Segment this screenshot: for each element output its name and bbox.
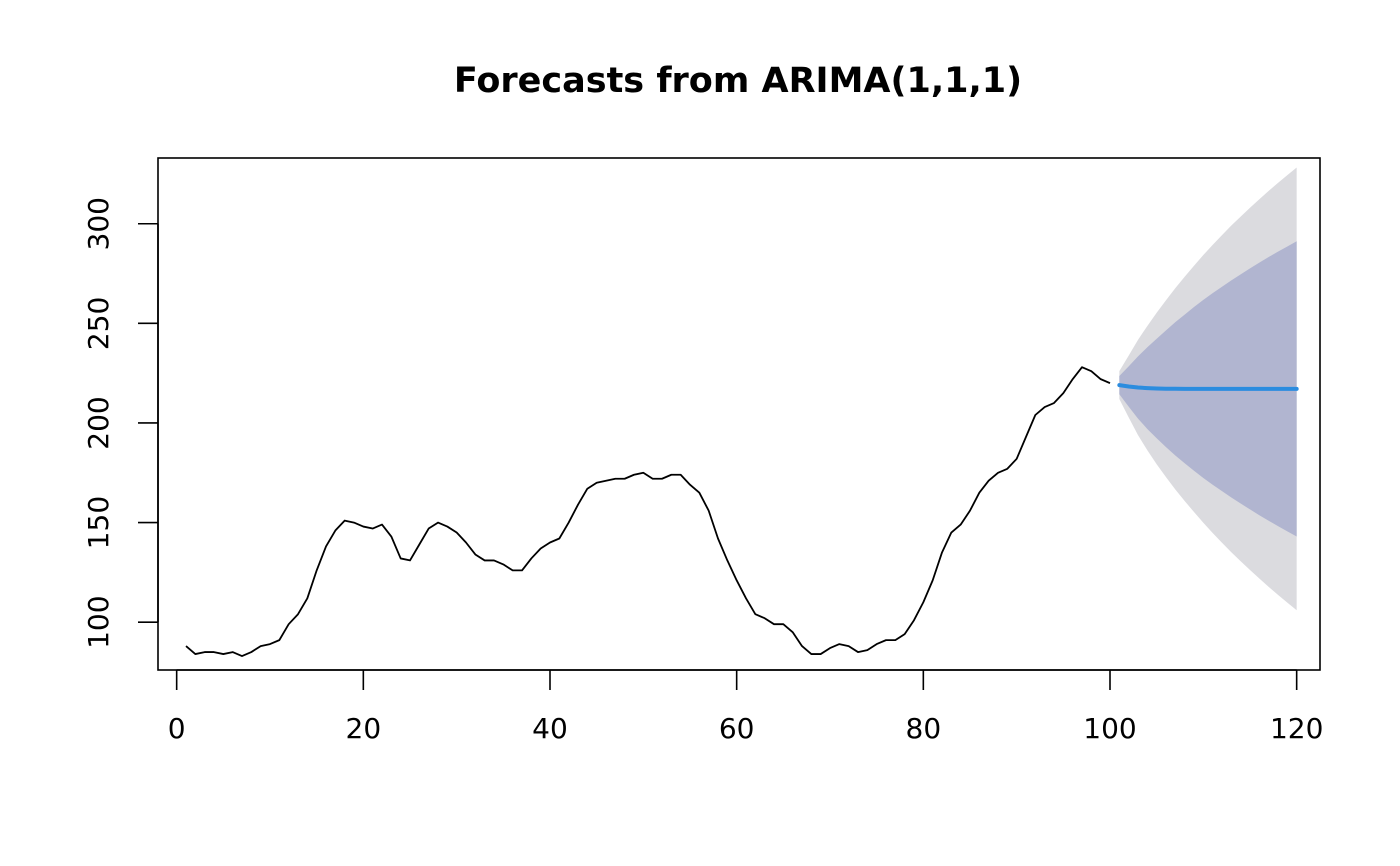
chart-title: Forecasts from ARIMA(1,1,1) xyxy=(454,61,1022,101)
x-tick-label: 20 xyxy=(346,712,382,745)
forecast-mean-line xyxy=(1117,383,1299,391)
series-lines xyxy=(185,366,1299,657)
x-tick-label: 0 xyxy=(168,712,186,745)
x-axis: 0 20 40 60 80 100 120 xyxy=(168,669,1323,745)
x-tick-label: 100 xyxy=(1083,712,1136,745)
observed-series-line xyxy=(185,366,1111,657)
x-tick-label: 60 xyxy=(719,712,755,745)
y-tick-label: 300 xyxy=(82,197,115,250)
x-tick-label: 40 xyxy=(532,712,568,745)
y-tick-label: 100 xyxy=(82,595,115,648)
x-tick-label: 120 xyxy=(1270,712,1323,745)
y-tick-label: 150 xyxy=(82,496,115,549)
x-tick-label: 80 xyxy=(906,712,942,745)
y-tick-label: 200 xyxy=(82,396,115,449)
y-tick-label: 250 xyxy=(82,297,115,350)
y-axis: 100 150 200 250 300 xyxy=(82,197,159,649)
